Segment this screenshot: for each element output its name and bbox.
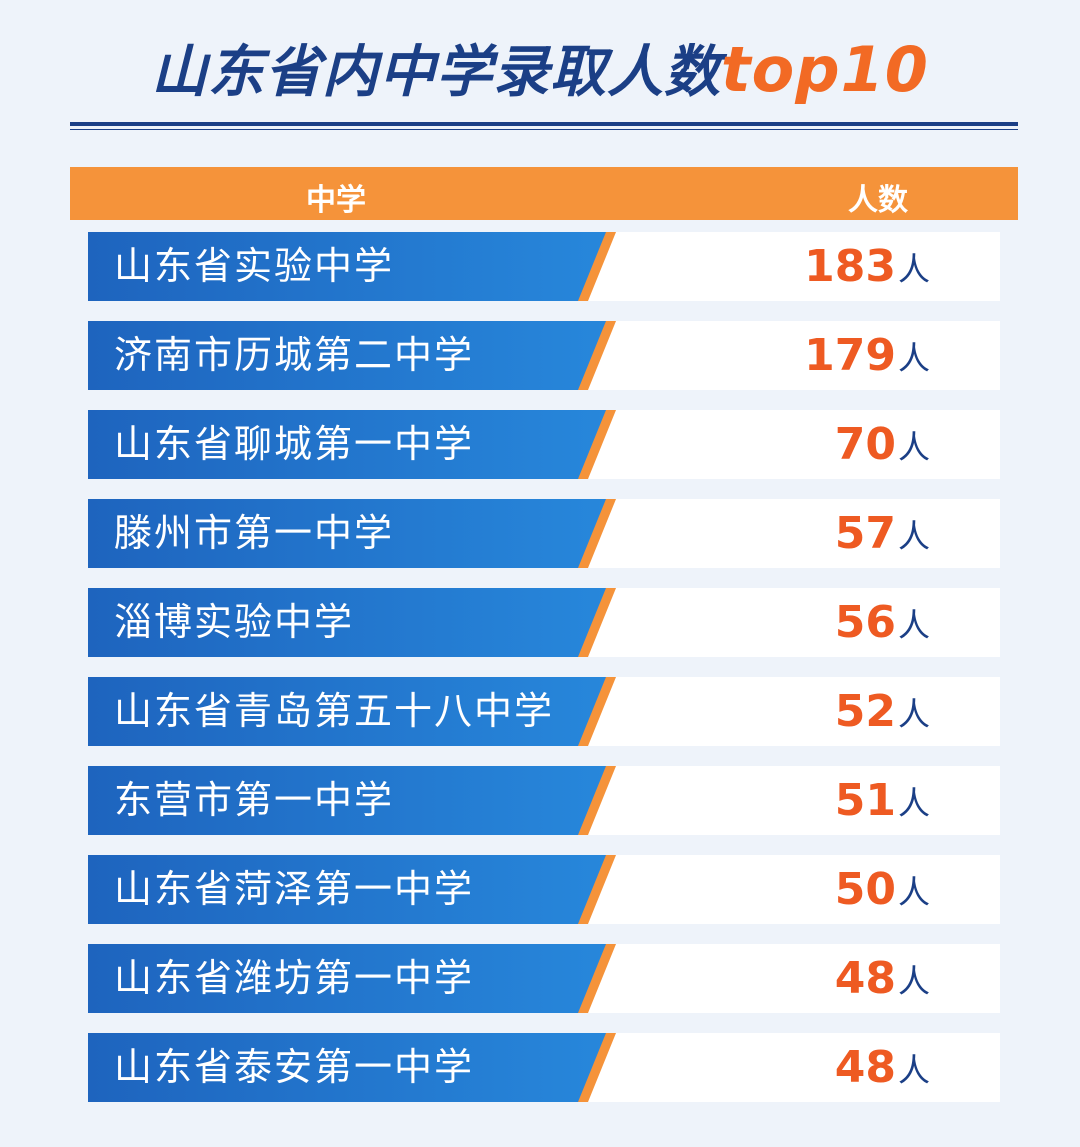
count-value: 48 bbox=[834, 1042, 896, 1093]
table-row: 山东省实验中学 183 人 bbox=[88, 232, 1000, 301]
table-row: 山东省聊城第一中学 70 人 bbox=[88, 410, 1000, 479]
title-main: 山东省内中学录取人数 bbox=[151, 40, 722, 105]
table-row: 淄博实验中学 56 人 bbox=[88, 588, 1000, 657]
school-name: 东营市第一中学 bbox=[114, 778, 395, 822]
title-accent: top10 bbox=[721, 33, 929, 106]
count-unit: 人 bbox=[897, 516, 930, 555]
table-row: 滕州市第一中学 57 人 bbox=[88, 499, 1000, 568]
row-name-band bbox=[88, 944, 606, 1013]
school-name: 淄博实验中学 bbox=[114, 600, 355, 644]
count-unit: 人 bbox=[897, 961, 930, 1000]
table-row: 东营市第一中学 51 人 bbox=[88, 766, 1000, 835]
count-value: 70 bbox=[834, 419, 896, 470]
row-name-band bbox=[88, 766, 606, 835]
admission-count: 51 人 bbox=[835, 766, 930, 835]
count-value: 183 bbox=[804, 241, 896, 292]
count-value: 56 bbox=[834, 597, 896, 648]
row-name-band bbox=[88, 855, 606, 924]
school-name: 山东省潍坊第一中学 bbox=[114, 956, 475, 1000]
count-value: 51 bbox=[834, 775, 896, 826]
table-row: 山东省青岛第五十八中学 52 人 bbox=[88, 677, 1000, 746]
header-count: 人数 bbox=[848, 183, 908, 218]
school-name: 山东省聊城第一中学 bbox=[114, 422, 475, 466]
row-name-band bbox=[88, 1033, 606, 1102]
count-unit: 人 bbox=[897, 338, 930, 377]
count-value: 179 bbox=[804, 330, 896, 381]
admission-count: 70 人 bbox=[835, 410, 930, 479]
count-value: 48 bbox=[834, 953, 896, 1004]
page-title: 山东省内中学录取人数top10 bbox=[0, 32, 1080, 111]
school-name: 山东省菏泽第一中学 bbox=[114, 867, 475, 911]
table-body: 山东省实验中学 183 人济南市历城第二中学 179 人山东省聊城第一中学 70 人滕州市第… bbox=[88, 232, 1000, 1122]
row-name-band bbox=[88, 410, 606, 479]
title-divider-thick bbox=[70, 122, 1018, 126]
school-name: 济南市历城第二中学 bbox=[114, 333, 475, 377]
admission-count: 56 人 bbox=[835, 588, 930, 657]
school-name: 山东省实验中学 bbox=[114, 244, 395, 288]
table-row: 山东省菏泽第一中学 50 人 bbox=[88, 855, 1000, 924]
count-value: 50 bbox=[834, 864, 896, 915]
table-row: 山东省潍坊第一中学 48 人 bbox=[88, 944, 1000, 1013]
title-divider-thin bbox=[70, 129, 1018, 130]
admission-count: 48 人 bbox=[835, 1033, 930, 1102]
table-header: 中学 人数 bbox=[70, 167, 1018, 220]
count-unit: 人 bbox=[897, 249, 930, 288]
admission-count: 183 人 bbox=[804, 232, 930, 301]
count-unit: 人 bbox=[897, 605, 930, 644]
row-name-band bbox=[88, 232, 606, 301]
admission-count: 179 人 bbox=[804, 321, 930, 390]
count-unit: 人 bbox=[897, 1050, 930, 1089]
count-value: 52 bbox=[834, 686, 896, 737]
school-name: 滕州市第一中学 bbox=[114, 511, 395, 555]
count-unit: 人 bbox=[897, 783, 930, 822]
school-name: 山东省泰安第一中学 bbox=[114, 1045, 475, 1089]
count-value: 57 bbox=[834, 508, 896, 559]
admission-count: 50 人 bbox=[835, 855, 930, 924]
table-row: 济南市历城第二中学 179 人 bbox=[88, 321, 1000, 390]
count-unit: 人 bbox=[897, 872, 930, 911]
school-name: 山东省青岛第五十八中学 bbox=[114, 689, 555, 733]
count-unit: 人 bbox=[897, 694, 930, 733]
header-school: 中学 bbox=[306, 183, 366, 218]
row-name-band bbox=[88, 499, 606, 568]
row-name-band bbox=[88, 588, 606, 657]
count-unit: 人 bbox=[897, 427, 930, 466]
row-name-band bbox=[88, 677, 606, 746]
row-name-band bbox=[88, 321, 606, 390]
admission-count: 48 人 bbox=[835, 944, 930, 1013]
admission-count: 57 人 bbox=[835, 499, 930, 568]
table-row: 山东省泰安第一中学 48 人 bbox=[88, 1033, 1000, 1102]
admission-count: 52 人 bbox=[835, 677, 930, 746]
